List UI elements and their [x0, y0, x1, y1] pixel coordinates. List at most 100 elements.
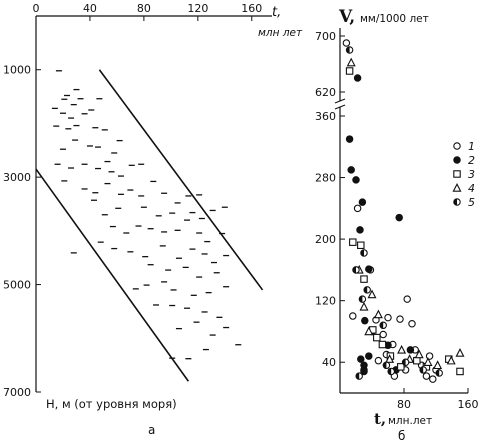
panel-b-point-series-2: [358, 198, 367, 206]
panel-b-y-tick-label: 620: [315, 86, 336, 99]
panel-a-y-tick-label: 3000: [3, 171, 31, 184]
panel-b-point-series-4: [455, 347, 465, 357]
panel-b-point-series-3: [349, 238, 357, 246]
panel-b-point-series-1: [342, 39, 351, 47]
panel-b-point-series-5: [355, 372, 363, 380]
panel-b-point-series-2: [356, 226, 364, 234]
panel-b-point-series-1: [353, 204, 362, 213]
panel-b-point-series-2: [406, 346, 415, 354]
panel-b-point-series-4: [414, 349, 424, 359]
panel-b-point-series-1: [408, 319, 416, 328]
panel-b-point-series-3: [345, 67, 354, 75]
panel-b-point-series-3: [397, 363, 405, 371]
panel-b-point-series-1: [384, 313, 392, 322]
panel-a-x-tick-label: 160: [241, 2, 262, 15]
panel-b-legend-label: 1: [468, 140, 475, 153]
panel-b-point-series-5: [363, 286, 371, 294]
panel-a-x-tick-label: 0: [33, 2, 40, 15]
panel-b-point-series-2: [345, 135, 354, 143]
panel-b-point-series-3: [360, 275, 368, 283]
panel-b-point-series-2: [353, 74, 362, 82]
panel-b-data-marks: [342, 39, 465, 383]
panel-b-point-series-5: [419, 366, 427, 374]
panel-a-y-ticks: 1000 3000 5000 7000: [3, 64, 41, 399]
panel-b-point-series-5: [382, 361, 391, 370]
panel-b-y-ticks: 40 120 200 280 360 620 700: [315, 30, 345, 369]
panel-b-point-series-2: [365, 265, 373, 273]
panel-b-x-tick-label: 160: [458, 398, 479, 411]
panel-b-y-tick-label: 280: [315, 172, 336, 185]
panel-b-legend-label: 3: [468, 168, 475, 181]
panel-b-point-series-3: [373, 333, 381, 342]
panel-b-legend-marker-3: [453, 170, 461, 178]
panel-a-x-tick-label: 120: [187, 2, 208, 15]
panel-b-point-series-3: [378, 340, 387, 349]
panel-a-y-tick-label: 5000: [3, 279, 31, 292]
panel-b-y-tick-label: 40: [322, 356, 336, 369]
panel-b-y-tick-label: 700: [315, 30, 336, 43]
panel-a-boundary-line: [98, 69, 264, 291]
panel-b-y-tick-label: 200: [315, 233, 336, 246]
panel-b-point-series-1: [349, 312, 357, 320]
panel-b-point-series-2: [347, 166, 355, 174]
panel-b-point-series-5: [379, 321, 387, 330]
panel-b-point-series-4: [385, 354, 395, 363]
panel-b-legend-label: 5: [468, 196, 475, 209]
panel-b-point-series-5: [435, 369, 443, 377]
panel-a-x-unit: млн лет: [258, 27, 303, 39]
panel-a-y-tick-label: 7000: [3, 386, 31, 399]
panel-a-x-label: t,: [272, 5, 281, 20]
panel-b-legend-marker-4: [452, 182, 462, 192]
panel-b-point-series-3: [357, 241, 365, 250]
panel-b-point-series-4: [423, 357, 433, 366]
panel-b-point-series-4: [346, 57, 356, 67]
panel-b-x-label: млн.лет: [388, 415, 432, 427]
panel-b-point-series-4: [373, 309, 383, 319]
panel-b-point-series-3: [413, 356, 421, 365]
panel-b-x-ticks: 80 160: [397, 388, 479, 411]
panel-b-legend-label: 2: [468, 154, 475, 167]
panel-b-point-series-5: [352, 266, 360, 274]
panel-b-point-series-5: [345, 46, 354, 54]
panel-b-point-series-1: [422, 372, 431, 380]
panel-a-boundary-lines: [35, 69, 264, 382]
panel-b-point-series-1: [425, 352, 434, 360]
panel-b-point-series-5: [387, 367, 395, 376]
panel-b-point-series-4: [364, 326, 374, 336]
panel-b-point-series-1: [396, 315, 404, 323]
panel-b-label: б: [398, 429, 405, 443]
panel-a-x-ticks: 0 40 80 120 160: [33, 2, 262, 21]
panel-a-label: а: [148, 423, 155, 437]
panel-b-point-series-1: [429, 375, 437, 383]
panel-b-y-tick-label: 120: [315, 295, 336, 308]
panel-b-legend-marker-1: [453, 142, 461, 150]
panel-a-x-tick-label: 80: [137, 2, 151, 15]
panel-b-point-series-5: [401, 358, 410, 366]
panel-b-point-series-3: [456, 367, 464, 376]
panel-b-point-series-2: [352, 176, 360, 184]
panel-a-boundary-line: [35, 168, 190, 382]
panel-b-point-series-4: [446, 355, 456, 365]
panel-b-point-series-2: [361, 316, 369, 325]
panel-b-point-series-4: [397, 344, 407, 354]
panel-b-y-tick-label: 360: [315, 110, 336, 123]
panel-b-point-series-5: [360, 249, 368, 257]
panel-b-point-series-2: [360, 361, 368, 370]
panel-b-x-symbol: t,: [374, 410, 386, 428]
panel-b-point-series-2: [365, 352, 373, 360]
panel-b-legend-label: 4: [468, 182, 475, 195]
panel-b-point-series-2: [357, 355, 365, 363]
panel-b-x-tick-label: 80: [397, 398, 411, 411]
panel-b-point-series-1: [379, 330, 387, 339]
panel-b-point-series-4: [359, 301, 369, 311]
panel-a-y-tick-label: 1000: [3, 64, 31, 77]
panel-b-point-series-2: [360, 367, 368, 376]
panel-b-point-series-4: [367, 289, 377, 299]
panel-b-point-series-4: [433, 360, 443, 370]
panel-a-y-label: Н, м (от уровня моря): [46, 397, 177, 411]
panel-b-axis-break: [334, 98, 346, 110]
